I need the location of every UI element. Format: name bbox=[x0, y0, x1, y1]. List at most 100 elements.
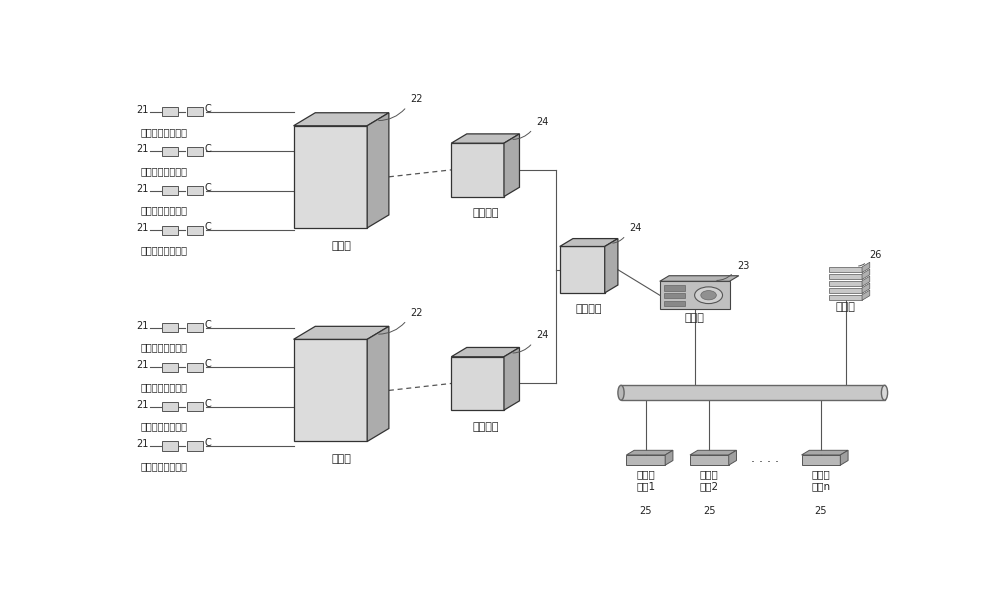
Polygon shape bbox=[451, 143, 504, 197]
Bar bbox=[829, 267, 862, 273]
Bar bbox=[187, 186, 202, 195]
Text: C: C bbox=[204, 320, 211, 330]
Polygon shape bbox=[690, 450, 736, 455]
Bar bbox=[162, 147, 178, 156]
Bar bbox=[162, 362, 178, 372]
Text: C: C bbox=[204, 359, 211, 370]
Text: C: C bbox=[204, 223, 211, 232]
Text: 24: 24 bbox=[537, 117, 549, 127]
Text: 服务器: 服务器 bbox=[685, 313, 705, 323]
Text: 电子车牌检测装置: 电子车牌检测装置 bbox=[140, 421, 188, 432]
Bar bbox=[660, 281, 730, 309]
Polygon shape bbox=[294, 126, 367, 228]
Text: 信号控
制机2: 信号控 制机2 bbox=[700, 469, 719, 491]
Bar bbox=[162, 402, 178, 411]
Polygon shape bbox=[451, 357, 504, 410]
Text: 电子车牌检测装置: 电子车牌检测装置 bbox=[140, 127, 188, 137]
Text: 电子车牌检测装置: 电子车牌检测装置 bbox=[140, 206, 188, 216]
Polygon shape bbox=[451, 134, 519, 143]
Text: 电子车牌检测装置: 电子车牌检测装置 bbox=[140, 245, 188, 255]
Bar bbox=[187, 441, 202, 451]
Bar bbox=[829, 274, 862, 279]
Polygon shape bbox=[862, 276, 870, 286]
Polygon shape bbox=[504, 134, 519, 197]
Bar bbox=[162, 107, 178, 116]
Text: C: C bbox=[204, 104, 211, 114]
Bar bbox=[162, 323, 178, 332]
Text: 21: 21 bbox=[136, 223, 148, 233]
Text: 21: 21 bbox=[136, 361, 148, 370]
Polygon shape bbox=[862, 269, 870, 279]
Polygon shape bbox=[660, 276, 739, 281]
Text: 防火墙: 防火墙 bbox=[836, 302, 856, 312]
Bar bbox=[162, 186, 178, 195]
Text: 26: 26 bbox=[869, 250, 881, 260]
Polygon shape bbox=[367, 326, 389, 441]
Text: 25: 25 bbox=[640, 505, 652, 516]
Bar bbox=[187, 226, 202, 235]
Text: 21: 21 bbox=[136, 321, 148, 331]
Bar bbox=[187, 402, 202, 411]
Text: 21: 21 bbox=[136, 439, 148, 449]
Text: 电子车牌检测装置: 电子车牌检测装置 bbox=[140, 343, 188, 353]
Text: 工控机: 工控机 bbox=[331, 241, 351, 251]
Text: 24: 24 bbox=[537, 330, 549, 341]
Text: 21: 21 bbox=[136, 400, 148, 410]
Bar bbox=[162, 226, 178, 235]
Polygon shape bbox=[840, 450, 848, 465]
Bar bbox=[187, 323, 202, 332]
Text: C: C bbox=[204, 183, 211, 193]
Polygon shape bbox=[729, 450, 736, 465]
Bar bbox=[829, 288, 862, 294]
Bar bbox=[621, 385, 885, 400]
Bar bbox=[829, 295, 862, 300]
Bar bbox=[187, 107, 202, 116]
Polygon shape bbox=[626, 455, 665, 465]
Text: 通信模块: 通信模块 bbox=[472, 421, 499, 432]
Bar bbox=[664, 293, 685, 298]
Text: 信号控
制机n: 信号控 制机n bbox=[811, 469, 831, 491]
Bar bbox=[664, 301, 685, 306]
Polygon shape bbox=[862, 283, 870, 294]
Polygon shape bbox=[560, 239, 618, 247]
Text: 21: 21 bbox=[136, 145, 148, 154]
Bar bbox=[829, 281, 862, 286]
Text: 工控机: 工控机 bbox=[331, 455, 351, 464]
Polygon shape bbox=[294, 339, 367, 441]
Polygon shape bbox=[802, 455, 840, 465]
Text: 25: 25 bbox=[815, 505, 827, 516]
Polygon shape bbox=[294, 113, 389, 126]
Circle shape bbox=[701, 291, 716, 300]
Text: 通信模块: 通信模块 bbox=[472, 208, 499, 218]
Text: C: C bbox=[204, 399, 211, 409]
Text: 24: 24 bbox=[630, 223, 642, 233]
Text: C: C bbox=[204, 438, 211, 449]
Polygon shape bbox=[451, 347, 519, 357]
Ellipse shape bbox=[618, 385, 624, 400]
Text: 信号控
制机1: 信号控 制机1 bbox=[636, 469, 655, 491]
Polygon shape bbox=[862, 262, 870, 273]
Bar bbox=[664, 285, 685, 291]
Polygon shape bbox=[367, 113, 389, 228]
Polygon shape bbox=[294, 326, 389, 339]
Polygon shape bbox=[665, 450, 673, 465]
Text: C: C bbox=[204, 144, 211, 154]
Ellipse shape bbox=[881, 385, 888, 400]
Text: 21: 21 bbox=[136, 184, 148, 194]
Bar bbox=[187, 147, 202, 156]
Text: 电子车牌检测装置: 电子车牌检测装置 bbox=[140, 461, 188, 471]
Text: . . . .: . . . . bbox=[751, 452, 779, 465]
Text: 22: 22 bbox=[411, 95, 423, 104]
Text: 电子车牌检测装置: 电子车牌检测装置 bbox=[140, 382, 188, 392]
Bar bbox=[162, 441, 178, 451]
Text: 21: 21 bbox=[136, 105, 148, 115]
Polygon shape bbox=[504, 347, 519, 410]
Text: 通信模块: 通信模块 bbox=[576, 305, 602, 315]
Polygon shape bbox=[690, 455, 729, 465]
Text: 23: 23 bbox=[737, 261, 750, 271]
Circle shape bbox=[695, 287, 723, 303]
Text: 22: 22 bbox=[411, 308, 423, 318]
Polygon shape bbox=[862, 290, 870, 300]
Polygon shape bbox=[626, 450, 673, 455]
Polygon shape bbox=[605, 239, 618, 293]
